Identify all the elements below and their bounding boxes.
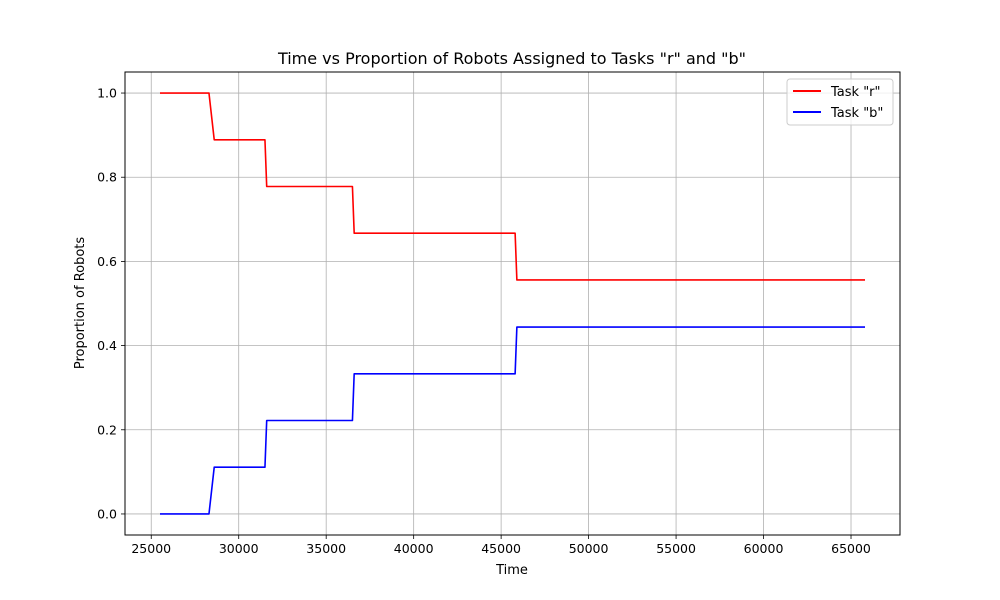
grid [125,72,900,535]
x-tick-label: 65000 [831,541,871,556]
y-tick-label: 0.4 [97,338,117,353]
x-tick-label: 45000 [481,541,521,556]
y-tick-label: 0.0 [97,506,117,521]
legend-label-task-r: Task "r" [830,85,881,100]
y-tick-label: 0.6 [97,254,117,269]
x-tick-label: 50000 [569,541,609,556]
plot-frame [124,71,901,536]
x-tick-label: 35000 [306,541,346,556]
y-axis-label: Proportion of Robots [73,237,88,370]
x-axis-label: Time [495,563,528,578]
series-lines [159,92,866,515]
y-tick-label: 0.8 [97,170,117,185]
chart-title: Time vs Proportion of Robots Assigned to… [277,49,746,68]
y-axis: 0.0 0.2 0.4 0.6 0.8 1.0 [97,86,125,521]
x-tick-label: 25000 [131,541,171,556]
x-tick-label: 30000 [219,541,259,556]
legend: Task "r" Task "b" [786,78,894,126]
y-tick-label: 0.2 [97,422,117,437]
x-tick-label: 60000 [744,541,784,556]
x-tick-label: 40000 [394,541,434,556]
x-axis: 25000 30000 35000 40000 45000 50000 55000 60000… [131,535,871,556]
legend-label-task-b: Task "b" [830,106,883,121]
x-tick-label: 55000 [656,541,696,556]
y-tick-label: 1.0 [97,86,117,101]
series-line-task-r [159,92,866,281]
series-line-task-b [159,326,866,515]
